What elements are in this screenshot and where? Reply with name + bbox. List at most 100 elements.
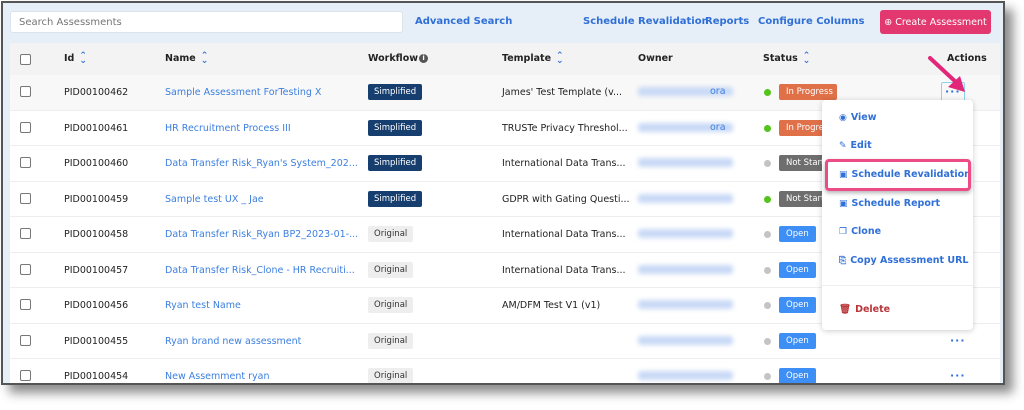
sort-icon[interactable]: ⌃ ⌄	[556, 50, 564, 66]
menu-item-schedule-report[interactable]: ▣ Schedule Report	[839, 198, 940, 209]
template-name: International Data Trans...	[502, 229, 626, 240]
more-actions-button[interactable]: ···	[950, 369, 966, 382]
template-name: AM/DFM Test V1 (v1)	[502, 300, 601, 311]
sort-icon[interactable]: ⌃ ⌄	[802, 50, 811, 66]
menu-item-label: Edit	[850, 140, 872, 151]
column-label: Workflow	[368, 53, 419, 64]
column-name[interactable]: Name ⌃ ⌄	[165, 50, 209, 66]
assessment-name-link[interactable]: HR Recruitment Process III	[165, 122, 291, 134]
template-name: TRUSTe Privacy Threshol...	[502, 122, 628, 134]
column-status[interactable]: Status ⌃ ⌄	[763, 50, 811, 66]
advanced-search-link[interactable]: Advanced Search	[415, 16, 513, 27]
create-assessment-button[interactable]: ⊕ Create Assessment	[880, 10, 991, 34]
row-checkbox[interactable]	[20, 157, 31, 168]
column-workflow: Workflow i	[368, 53, 429, 64]
row-id: PID00100460	[64, 158, 129, 169]
row-checkbox[interactable]	[20, 370, 31, 381]
row-checkbox[interactable]	[20, 86, 31, 97]
menu-item-label: Schedule Report	[851, 198, 941, 209]
status-dot	[764, 124, 771, 132]
owner-name-visible[interactable]: ora	[710, 86, 726, 97]
menu-item-label: Clone	[851, 226, 882, 237]
assessment-name-link[interactable]: Data Transfer Risk_Clone - HR Recruiti..…	[165, 264, 355, 276]
status-badge: Not Started	[779, 190, 825, 207]
create-label: Create Assessment	[895, 16, 987, 28]
template-name: James' Test Template (v...	[502, 87, 623, 98]
select-all-checkbox[interactable]	[20, 54, 31, 65]
template-name: International Data Trans...	[502, 158, 626, 169]
row-id: PID00100458	[64, 229, 129, 240]
actions-menu: ◉ View ✎ Edit ▣ Schedule Revalidation ▣ …	[822, 100, 973, 330]
trash-icon: 🗑	[839, 304, 852, 315]
row-checkbox[interactable]	[20, 299, 31, 310]
assessment-name-link[interactable]: New Assemment ryan	[165, 371, 270, 382]
menu-item-view[interactable]: ◉ View	[839, 112, 877, 123]
workflow-badge: Original	[368, 297, 414, 313]
info-icon[interactable]: i	[419, 54, 429, 63]
calendar-icon: ▣	[839, 169, 848, 180]
status-badge: Open	[779, 368, 816, 383]
column-actions: Actions	[947, 53, 987, 64]
workflow-badge: Original	[368, 368, 414, 383]
row-checkbox[interactable]	[20, 334, 31, 346]
column-owner: Owner	[638, 53, 673, 64]
template-name: International Data Trans...	[502, 264, 626, 276]
row-checkbox[interactable]	[20, 121, 31, 133]
workflow-badge: Simplified	[368, 84, 423, 100]
owner-link-blurred[interactable]	[638, 300, 733, 309]
row-checkbox[interactable]	[20, 228, 31, 239]
menu-divider	[822, 285, 973, 286]
configure-columns-link[interactable]: Configure Columns	[758, 16, 865, 27]
owner-name-visible[interactable]: ora	[710, 121, 726, 133]
calendar-icon: ▣	[839, 198, 848, 209]
plus-circle-icon: ⊕	[884, 16, 893, 28]
column-label: Status	[763, 53, 798, 64]
owner-link-blurred[interactable]	[638, 371, 733, 380]
assessment-name-link[interactable]: Ryan brand new assessment	[165, 335, 302, 347]
owner-link-blurred[interactable]	[638, 229, 733, 238]
row-id: PID00100462	[64, 87, 129, 98]
menu-item-copy-assessment-url[interactable]: ⎘ Copy Assessment URL	[839, 255, 968, 266]
assessment-name-link[interactable]: Ryan test Name	[165, 300, 241, 311]
table-row: PID00100455 Ryan brand new assessment Or…	[10, 324, 1000, 359]
owner-link-blurred[interactable]	[638, 122, 733, 132]
row-id: PID00100455	[64, 335, 129, 347]
table-row: PID00100460 Data Transfer Risk_Ryan's Sy…	[10, 146, 1000, 182]
menu-item-label: Delete	[855, 304, 891, 315]
status-dot	[764, 160, 771, 167]
schedule-revalidation-link[interactable]: Schedule Revalidation	[583, 16, 709, 27]
column-label: Name	[165, 53, 196, 64]
workflow-badge: Original	[368, 261, 414, 278]
row-checkbox[interactable]	[20, 192, 31, 204]
column-id[interactable]: Id ⌃ ⌄	[64, 50, 87, 66]
more-actions-button[interactable]: ···	[950, 333, 966, 347]
reports-link[interactable]: Reports	[705, 16, 750, 27]
column-template[interactable]: Template ⌃ ⌄	[502, 50, 564, 66]
row-checkbox[interactable]	[20, 263, 31, 275]
status-dot	[764, 337, 771, 345]
assessment-name-link[interactable]: Data Transfer Risk_Ryan BP2_2023-01-...	[165, 229, 359, 240]
menu-item-label: View	[850, 112, 877, 123]
status-badge: In Progress	[779, 84, 837, 100]
assessment-name-link[interactable]: Sample test UX _ Jae	[165, 193, 264, 205]
sort-icon[interactable]: ⌃ ⌄	[200, 50, 209, 66]
assessment-name-link[interactable]: Sample Assessment ForTesting X	[165, 87, 322, 98]
status-badge: Open	[779, 226, 816, 242]
row-id: PID00100459	[64, 193, 129, 205]
menu-item-schedule-revalidation[interactable]: ▣ Schedule Revalidation	[839, 169, 971, 180]
row-id: PID00100454	[64, 371, 129, 382]
menu-item-delete[interactable]: 🗑 Delete	[839, 304, 890, 315]
owner-link-blurred[interactable]	[638, 335, 733, 345]
owner-link-blurred[interactable]	[638, 158, 733, 167]
row-id: PID00100456	[64, 300, 129, 311]
sort-icon[interactable]: ⌃ ⌄	[79, 50, 87, 66]
owner-link-blurred[interactable]	[638, 193, 733, 203]
owner-link-blurred[interactable]	[638, 264, 733, 274]
status-dot	[764, 195, 771, 203]
owner-link-blurred[interactable]	[638, 87, 733, 96]
menu-item-clone[interactable]: ❐ Clone	[839, 226, 881, 237]
search-input[interactable]	[10, 11, 403, 33]
assessment-name-link[interactable]: Data Transfer Risk_Ryan's System_202...	[165, 158, 358, 169]
table-row: PID00100457 Data Transfer Risk_Clone - H…	[10, 253, 1000, 288]
menu-item-edit[interactable]: ✎ Edit	[839, 140, 872, 151]
